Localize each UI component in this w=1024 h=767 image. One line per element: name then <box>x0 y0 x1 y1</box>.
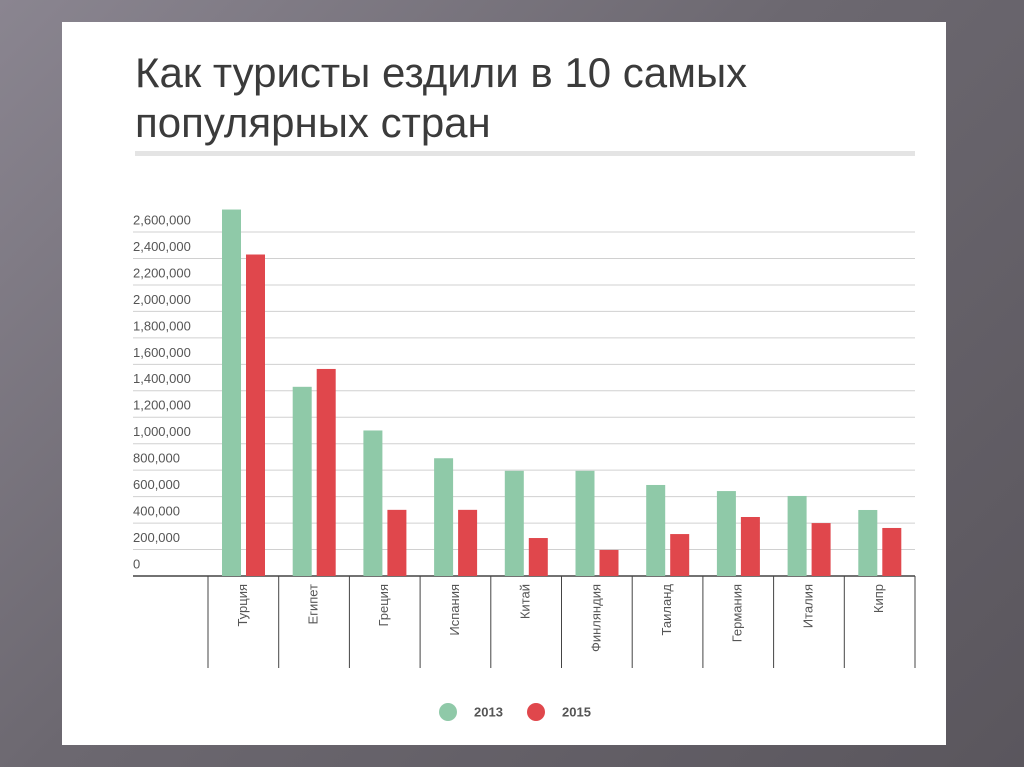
bar <box>670 534 690 576</box>
y-tick-label: 1,000,000 <box>133 424 191 439</box>
bar <box>504 470 524 576</box>
y-tick-label: 1,600,000 <box>133 345 191 360</box>
y-tick-label: 2,400,000 <box>133 239 191 254</box>
legend-marker <box>527 703 545 721</box>
x-tick-label: Турция <box>235 584 250 627</box>
bar <box>740 516 760 576</box>
x-tick-label: Кипр <box>871 584 886 613</box>
bar <box>316 368 336 576</box>
card: Как туристы ездили в 10 самых популярных… <box>62 22 946 745</box>
x-tick-label: Греция <box>376 584 391 627</box>
y-tick-label: 400,000 <box>133 504 180 519</box>
bar <box>528 538 548 576</box>
y-tick-label: 200,000 <box>133 530 180 545</box>
bar <box>387 509 407 576</box>
legend-marker <box>439 703 457 721</box>
x-tick-label: Германия <box>730 584 745 642</box>
x-tick-label: Египет <box>305 584 320 625</box>
x-tick-label: Италия <box>800 584 815 628</box>
y-tick-label: 1,400,000 <box>133 371 191 386</box>
bar <box>434 458 454 576</box>
bar <box>575 470 595 576</box>
y-tick-label: 2,600,000 <box>133 212 191 227</box>
x-tick-label: Таиланд <box>659 584 674 636</box>
x-tick-label: Финляндия <box>588 584 603 652</box>
bar <box>363 430 383 576</box>
x-tick-label: Испания <box>447 584 462 636</box>
y-tick-label: 0 <box>133 556 140 571</box>
bar <box>246 254 265 577</box>
legend-label: 2015 <box>562 704 591 719</box>
y-tick-label: 1,200,000 <box>133 398 191 413</box>
y-tick-label: 800,000 <box>133 451 180 466</box>
bar <box>458 509 478 576</box>
bar <box>787 495 807 576</box>
separator <box>135 151 915 156</box>
bar <box>646 484 666 576</box>
y-tick-label: 1,800,000 <box>133 318 191 333</box>
bar <box>292 386 312 576</box>
bar <box>599 549 619 576</box>
y-tick-label: 2,000,000 <box>133 292 191 307</box>
y-tick-label: 600,000 <box>133 477 180 492</box>
bar <box>222 209 241 577</box>
bar <box>858 509 878 576</box>
bar <box>811 523 831 576</box>
y-tick-label: 2,200,000 <box>133 265 191 280</box>
chart-title: Как туристы ездили в 10 самых популярных… <box>135 49 748 146</box>
legend-label: 2013 <box>474 704 503 719</box>
bar <box>716 491 736 576</box>
x-tick-label: Китай <box>518 584 533 619</box>
bar <box>882 527 902 576</box>
